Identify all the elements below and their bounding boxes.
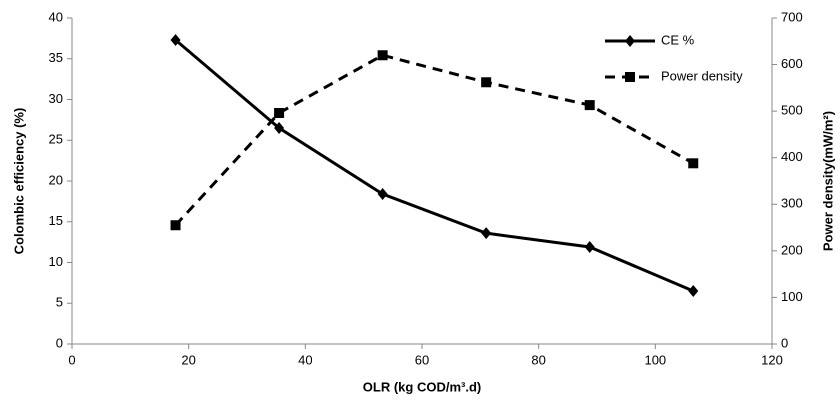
x-tick-label: 120 [761, 352, 783, 367]
y-tick-label: 15 [49, 213, 63, 228]
y2-tick-label: 600 [781, 56, 803, 71]
x-tick-label: 20 [181, 352, 195, 367]
data-point [584, 241, 595, 254]
y2-tick-label: 500 [781, 103, 803, 118]
data-point [377, 50, 388, 61]
data-point [377, 188, 388, 201]
legend-marker [625, 72, 635, 82]
y-tick-label: 30 [49, 91, 63, 106]
x-tick-label: 40 [298, 352, 312, 367]
data-point [584, 100, 595, 111]
y2-tick-label: 100 [781, 289, 803, 304]
y-tick-label: 25 [49, 132, 63, 147]
data-point [481, 77, 492, 88]
x-tick-label: 100 [644, 352, 666, 367]
y2-tick-label: 300 [781, 196, 803, 211]
y2-tick-label: 200 [781, 242, 803, 257]
y-tick-label: 0 [56, 335, 63, 350]
y2-tick-label: 700 [781, 9, 803, 24]
data-point [688, 158, 699, 169]
data-point [170, 34, 181, 47]
x-tick-label: 80 [531, 352, 545, 367]
x-tick-label: 0 [68, 352, 75, 367]
y2-tick-label: 400 [781, 149, 803, 164]
x-axis-title: OLR (kg COD/m³.d) [363, 379, 481, 394]
legend-label: Power density [661, 68, 743, 83]
y-tick-label: 35 [49, 50, 63, 65]
y-tick-label: 5 [56, 295, 63, 310]
data-point [274, 122, 285, 135]
data-point [170, 220, 181, 231]
x-tick-label: 60 [415, 352, 429, 367]
y-axis-title: Colombic efficiency (%) [11, 108, 26, 255]
y-tick-label: 20 [49, 172, 63, 187]
y-tick-label: 40 [49, 9, 63, 24]
y-tick-label: 10 [49, 254, 63, 269]
data-point [274, 108, 285, 119]
data-point [481, 227, 492, 240]
series-line [174, 53, 694, 227]
legend-marker [625, 35, 635, 47]
y2-axis-title: Power density(mW/m²) [820, 111, 835, 251]
legend-label: CE % [661, 32, 695, 47]
data-point [688, 285, 699, 298]
series-line [174, 38, 694, 293]
y2-tick-label: 0 [781, 335, 788, 350]
